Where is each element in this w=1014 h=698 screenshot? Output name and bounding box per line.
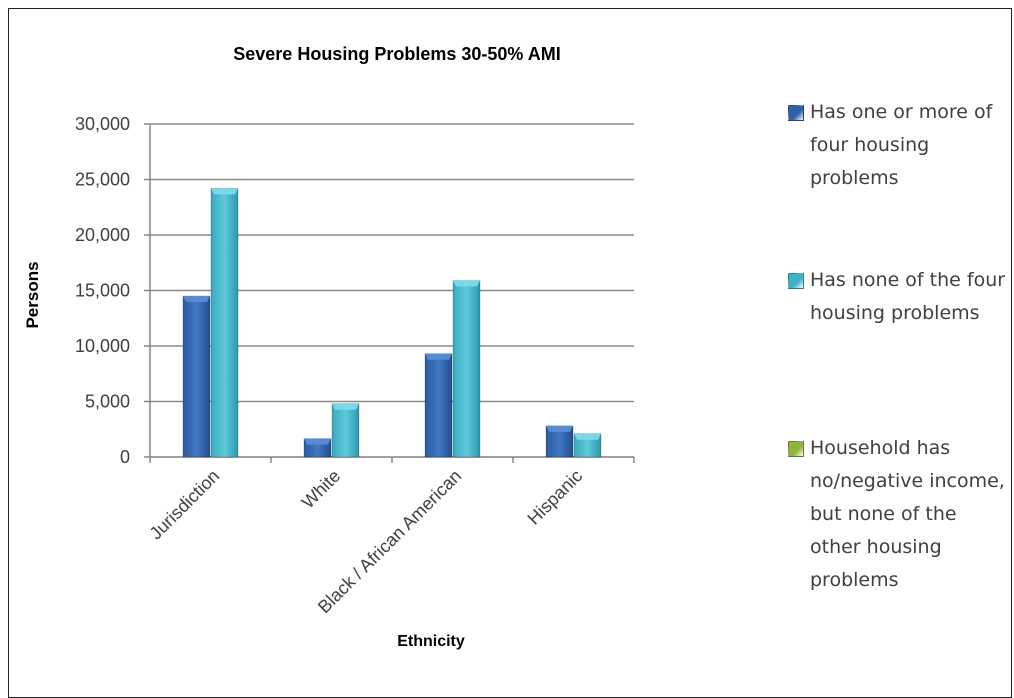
- legend-swatch: [788, 441, 804, 457]
- x-tick-label: Hispanic: [523, 466, 586, 529]
- legend-item-no-income: Household has no/negative income, but no…: [786, 432, 1012, 597]
- legend-item-has-problems: Has one or more of four housing problems: [786, 96, 1012, 264]
- chart-title: Severe Housing Problems 30-50% AMI: [233, 44, 560, 64]
- y-axis-tick-labels: 0 5,000 10,000 15,000 20,000 25,000 30,000: [75, 114, 130, 467]
- x-axis-label: Ethnicity: [397, 633, 465, 650]
- bar-top-bevel: [211, 188, 238, 195]
- legend-label: Has none of the four housing problems: [810, 269, 1006, 324]
- legend-label: Household has no/negative income, but no…: [810, 437, 1005, 591]
- y-tick-label: 15,000: [75, 281, 130, 301]
- bar-top-bevel: [332, 403, 359, 410]
- legend-label: Has one or more of four housing problems: [810, 101, 993, 189]
- bar-top-bevel: [574, 433, 601, 440]
- x-tick-label: White: [298, 466, 345, 513]
- bar-top-bevel: [453, 280, 480, 287]
- bar-top-bevel: [183, 296, 210, 303]
- bar: [424, 353, 453, 458]
- y-tick-label: 5,000: [85, 392, 130, 412]
- bar-top-bevel: [425, 353, 452, 360]
- bars: [182, 187, 602, 458]
- bar: [182, 295, 211, 458]
- chart-frame: [8, 8, 1012, 698]
- y-tick-label: 10,000: [75, 336, 130, 356]
- bar: [210, 187, 239, 458]
- legend-swatch: [788, 105, 804, 121]
- legend-item-no-problems: Has none of the four housing problems: [786, 264, 1012, 432]
- y-tick-label: 30,000: [75, 114, 130, 134]
- y-tick-label: 0: [120, 447, 130, 467]
- legend: Has one or more of four housing problems…: [786, 96, 1012, 597]
- y-axis-label: Persons: [23, 261, 42, 328]
- bar-top-bevel: [304, 438, 331, 445]
- x-tick-label: Jurisdiction: [146, 466, 224, 544]
- legend-swatch: [788, 273, 804, 289]
- bar: [452, 280, 481, 458]
- y-tick-label: 25,000: [75, 170, 130, 190]
- bar-top-bevel: [546, 425, 573, 432]
- y-tick-label: 20,000: [75, 225, 130, 245]
- bar: [331, 403, 360, 458]
- x-tick-label: Black / African American: [314, 466, 465, 617]
